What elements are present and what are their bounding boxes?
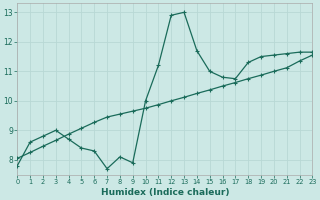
X-axis label: Humidex (Indice chaleur): Humidex (Indice chaleur) xyxy=(100,188,229,197)
